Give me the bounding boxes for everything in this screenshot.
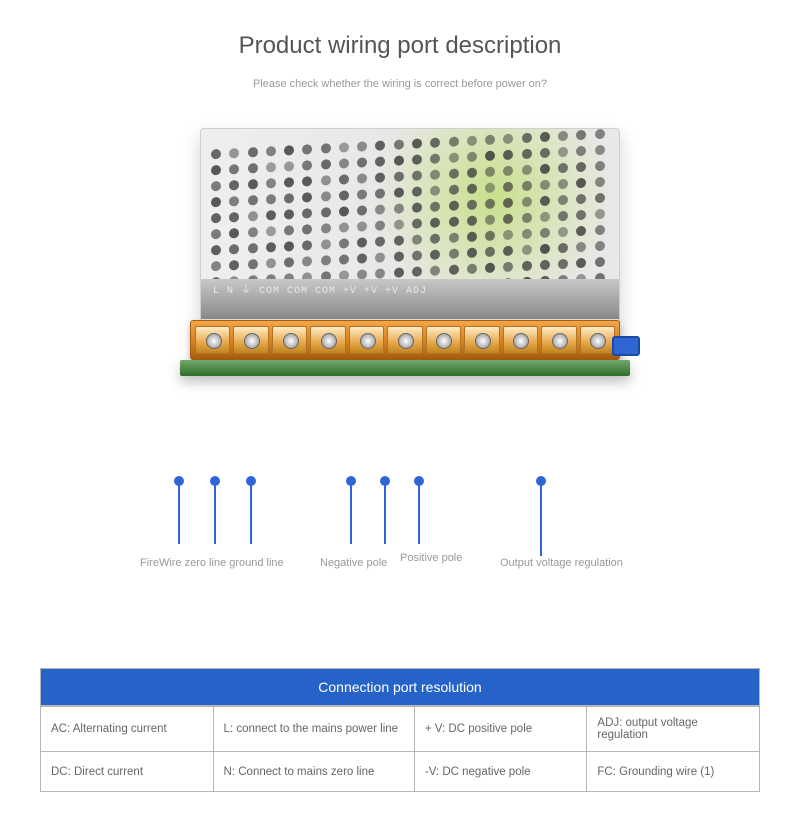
subtitle: Please check whether the wiring is corre… — [0, 78, 800, 90]
terminal-screw — [195, 326, 230, 354]
callout-line — [350, 484, 352, 544]
table-cell: DC: Direct current — [41, 752, 214, 792]
callout-label: FireWire zero line ground line — [140, 557, 284, 569]
callout-label: Output voltage regulation — [500, 557, 623, 569]
psu-top-vent — [201, 129, 619, 279]
terminal-block — [190, 320, 620, 360]
table-cell: ADJ: output voltage regulation — [587, 707, 760, 752]
terminal-screw — [310, 326, 345, 354]
callout-line — [250, 484, 252, 544]
table-cell: L: connect to the mains power line — [213, 707, 414, 752]
table-row: DC: Direct currentN: Connect to mains ze… — [41, 752, 760, 792]
page-title: Product wiring port description — [0, 32, 800, 60]
psu-terminal-markings: L N ⏚ COM COM COM +V +V +V ADJ — [213, 281, 427, 297]
table-cell: + V: DC positive pole — [414, 707, 587, 752]
callout-line — [178, 484, 180, 544]
terminal-screw — [233, 326, 268, 354]
terminal-screw — [272, 326, 307, 354]
callout-line — [214, 484, 216, 544]
pcb-edge — [180, 360, 630, 376]
callout-line — [418, 484, 420, 544]
callout-line — [384, 484, 386, 544]
table-cell: AC: Alternating current — [41, 707, 214, 752]
callout-label: Positive pole — [400, 552, 462, 564]
callout-label: Negative pole — [320, 557, 387, 569]
psu-illustration: L N ⏚ COM COM COM +V +V +V ADJ — [140, 118, 660, 438]
terminal-screw — [426, 326, 461, 354]
terminal-screw — [503, 326, 538, 354]
table-cell: N: Connect to mains zero line — [213, 752, 414, 792]
terminal-screw — [464, 326, 499, 354]
terminal-screw — [580, 326, 615, 354]
table-cell: FC: Grounding wire (1) — [587, 752, 760, 792]
terminal-screw — [387, 326, 422, 354]
adj-knob — [612, 336, 640, 356]
terminal-screw — [349, 326, 384, 354]
table-cell: -V: DC negative pole — [414, 752, 587, 792]
table-row: AC: Alternating currentL: connect to the… — [41, 707, 760, 752]
terminal-screw — [541, 326, 576, 354]
connection-table: Connection port resolution AC: Alternati… — [40, 668, 760, 792]
table-header: Connection port resolution — [40, 668, 760, 706]
callout-line — [540, 484, 542, 556]
